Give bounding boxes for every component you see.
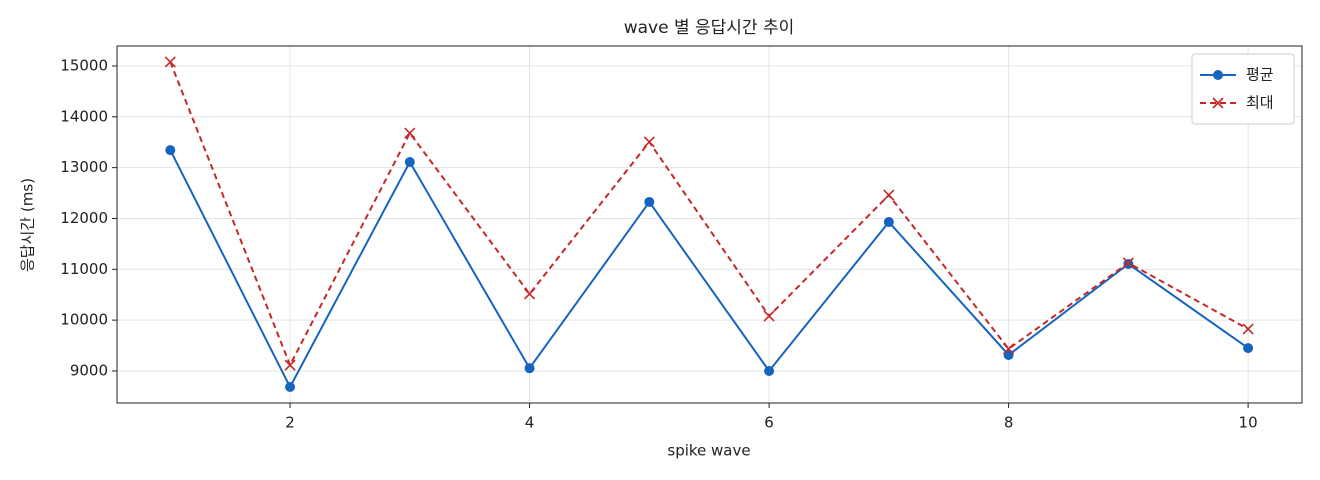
point: [524, 363, 535, 374]
point: [644, 196, 655, 207]
x-axis-label: spike wave: [667, 442, 750, 460]
legend-marker: [1213, 70, 1223, 80]
y-tick-label: 14000: [60, 107, 108, 125]
point: [523, 288, 536, 300]
point: [404, 127, 416, 139]
point: [165, 145, 176, 156]
x-tick-label: 2: [285, 414, 295, 432]
point: [1003, 343, 1015, 355]
y-tick-label: 11000: [60, 260, 108, 278]
point: [284, 359, 296, 371]
legend-label: 최대: [1246, 94, 1274, 112]
point: [883, 217, 894, 228]
point: [883, 189, 895, 201]
y-tick-label: 12000: [60, 209, 108, 227]
plot-frame: [116, 45, 1303, 404]
point: [285, 381, 296, 392]
point: [643, 136, 655, 148]
x-tick-label: 6: [764, 414, 774, 432]
x-tick-label: 10: [1239, 414, 1258, 432]
y-tick-label: 9000: [70, 361, 108, 379]
series-line: [169, 61, 1249, 368]
point: [164, 56, 176, 68]
point: [404, 157, 415, 168]
y-tick-label: 13000: [60, 158, 108, 176]
point: [1122, 257, 1134, 269]
point: [1243, 343, 1254, 354]
legend-marker: [1212, 97, 1224, 109]
legend-label: 평균: [1246, 66, 1274, 84]
point: [1242, 323, 1254, 335]
legend-box: [1191, 53, 1295, 125]
x-tick-label: 8: [1004, 414, 1014, 432]
point: [764, 365, 775, 376]
y-axis-label: 응답시간 (ms): [19, 178, 37, 272]
x-tick-label: 4: [525, 414, 535, 432]
y-tick-label: 15000: [60, 56, 108, 74]
series-line: [169, 149, 1249, 390]
y-tick-label: 10000: [60, 311, 108, 329]
point: [763, 310, 775, 322]
chart-title: wave 별 응답시간 추이: [624, 18, 795, 38]
